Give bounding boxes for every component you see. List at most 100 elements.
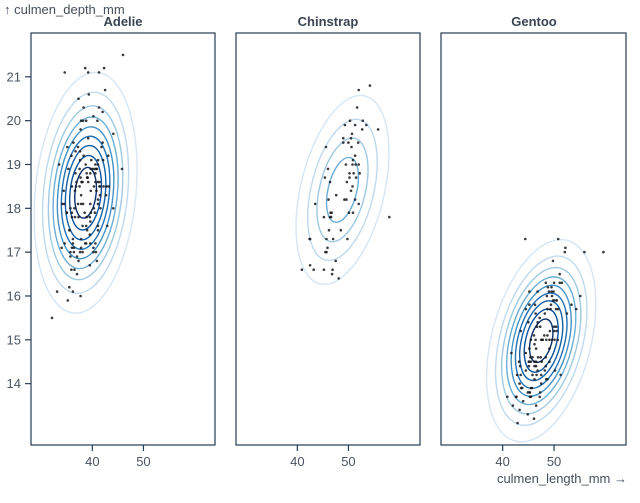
- data-point: [330, 272, 334, 276]
- density-contour: [501, 266, 582, 415]
- data-point: [324, 145, 328, 149]
- data-point: [515, 373, 519, 377]
- data-point: [97, 106, 101, 109]
- data-point: [538, 325, 542, 329]
- data-point: [536, 356, 540, 359]
- data-point: [72, 141, 75, 144]
- data-point: [79, 193, 83, 197]
- data-point: [347, 141, 350, 144]
- facet-title-chinstrap: Chinstrap: [297, 14, 359, 29]
- data-point: [68, 228, 72, 232]
- x-tick-label: 50: [341, 454, 355, 469]
- data-point: [308, 237, 312, 241]
- data-point: [69, 255, 72, 258]
- y-tick-label: 18: [7, 201, 21, 216]
- data-point: [553, 338, 556, 342]
- data-point: [88, 264, 92, 267]
- data-point: [75, 255, 79, 258]
- data-point: [550, 285, 553, 289]
- data-point: [536, 290, 539, 293]
- data-point: [532, 417, 536, 421]
- data-point: [328, 215, 332, 219]
- data-point: [79, 176, 82, 179]
- data-point: [313, 202, 317, 206]
- data-point: [545, 338, 548, 342]
- data-point: [96, 202, 100, 206]
- data-point: [78, 167, 81, 171]
- facet-frame: [440, 32, 627, 446]
- data-point: [77, 97, 80, 100]
- data-point: [558, 272, 561, 276]
- data-point: [92, 115, 95, 118]
- density-contour: [295, 94, 390, 286]
- density-contour: [64, 144, 107, 241]
- data-point: [79, 294, 82, 298]
- data-point: [79, 119, 83, 122]
- data-point: [538, 316, 541, 320]
- data-point: [81, 250, 84, 254]
- data-point: [79, 246, 83, 250]
- data-point: [97, 71, 101, 74]
- data-point: [515, 395, 518, 399]
- data-point: [529, 360, 533, 364]
- data-point: [112, 132, 115, 136]
- data-point: [552, 329, 556, 333]
- data-point: [556, 237, 560, 241]
- data-point: [105, 224, 109, 228]
- data-point: [78, 185, 81, 188]
- data-point: [327, 228, 331, 232]
- y-axis-label: ↑ culmen_depth_mm: [4, 2, 125, 17]
- data-point: [552, 281, 556, 285]
- data-point: [62, 202, 66, 206]
- data-point: [351, 158, 355, 162]
- data-point: [96, 163, 100, 166]
- data-point: [556, 338, 559, 342]
- data-point: [300, 268, 304, 272]
- data-point: [357, 88, 361, 92]
- data-point: [63, 242, 66, 245]
- data-point: [92, 246, 95, 250]
- data-point: [96, 198, 100, 201]
- data-point: [534, 360, 538, 364]
- data-point: [563, 250, 567, 254]
- data-point: [574, 307, 578, 311]
- data-point: [517, 360, 521, 364]
- density-contour: [33, 71, 138, 314]
- data-point: [87, 93, 91, 96]
- data-point: [50, 316, 54, 320]
- data-point: [95, 189, 98, 193]
- data-point: [565, 312, 569, 315]
- data-point: [518, 382, 521, 385]
- data-point: [328, 180, 332, 184]
- density-contour: [56, 126, 115, 260]
- data-point: [57, 163, 61, 166]
- density-contour: [60, 135, 111, 250]
- data-point: [342, 141, 345, 144]
- data-point: [96, 224, 100, 228]
- data-point: [337, 277, 341, 280]
- data-point: [545, 294, 549, 298]
- data-point: [534, 347, 538, 350]
- data-point: [69, 250, 72, 254]
- data-point: [526, 391, 530, 394]
- data-point: [358, 172, 362, 175]
- y-tick-label: 17: [7, 245, 21, 260]
- data-point: [351, 163, 354, 166]
- data-point: [73, 189, 77, 193]
- data-point: [81, 224, 84, 228]
- x-tick-label: 40: [85, 454, 99, 469]
- data-point: [73, 268, 76, 272]
- data-point: [88, 215, 92, 219]
- data-point: [533, 364, 536, 368]
- data-point: [323, 176, 327, 179]
- data-point: [528, 290, 531, 293]
- data-point: [75, 180, 78, 184]
- data-point: [330, 211, 333, 214]
- density-contour: [510, 284, 572, 397]
- data-point: [553, 369, 557, 372]
- density-contour: [68, 154, 103, 231]
- data-point: [96, 158, 100, 162]
- data-point: [83, 242, 87, 245]
- data-point: [533, 303, 537, 307]
- data-point: [92, 185, 96, 188]
